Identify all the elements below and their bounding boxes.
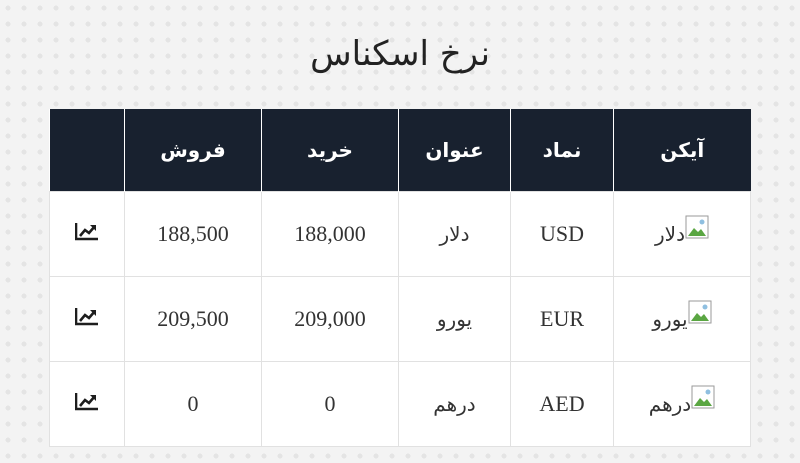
icon-alt-text: دلار xyxy=(655,222,685,246)
cell-sell: 0 xyxy=(124,361,262,447)
header-title: عنوان xyxy=(398,109,511,192)
cell-icon: یورو xyxy=(613,276,751,362)
broken-image-icon xyxy=(691,385,715,409)
cell-sell: 209,500 xyxy=(124,276,262,362)
header-sell: فروش xyxy=(124,109,262,192)
cell-sell: 188,500 xyxy=(124,191,262,277)
cell-chart xyxy=(49,276,125,362)
table-row: یورو EUR یورو 209,000 209,500 xyxy=(49,276,751,362)
table-row: درهم AED درهم 0 0 xyxy=(49,361,751,447)
cell-symbol: EUR xyxy=(510,276,614,362)
cell-title: درهم xyxy=(398,361,511,447)
cell-title: دلار xyxy=(398,191,511,277)
icon-alt-text: یورو xyxy=(652,307,688,331)
table-row: دلار USD دلار 188,000 188,500 xyxy=(49,191,751,277)
cell-buy: 188,000 xyxy=(261,191,399,277)
icon-alt-text: درهم xyxy=(648,392,692,416)
trend-chart-icon[interactable] xyxy=(75,221,99,241)
header-symbol: نماد xyxy=(510,109,614,192)
page-title: نرخ اسکناس xyxy=(310,34,490,74)
currency-rates-table: آیکن نماد عنوان خرید فروش دلار USD دلا xyxy=(49,109,751,447)
header-chart xyxy=(49,109,125,192)
cell-icon: دلار xyxy=(613,191,751,277)
cell-title: یورو xyxy=(398,276,511,362)
trend-chart-icon[interactable] xyxy=(75,306,99,326)
cell-symbol: USD xyxy=(510,191,614,277)
cell-icon: درهم xyxy=(613,361,751,447)
cell-chart xyxy=(49,191,125,277)
broken-image-icon xyxy=(685,215,709,239)
trend-chart-icon[interactable] xyxy=(75,391,99,411)
table-header-row: آیکن نماد عنوان خرید فروش xyxy=(49,109,751,192)
cell-buy: 209,000 xyxy=(261,276,399,362)
cell-symbol: AED xyxy=(510,361,614,447)
header-icon: آیکن xyxy=(613,109,751,192)
cell-chart xyxy=(49,361,125,447)
cell-buy: 0 xyxy=(261,361,399,447)
broken-image-icon xyxy=(688,300,712,324)
header-buy: خرید xyxy=(261,109,399,192)
